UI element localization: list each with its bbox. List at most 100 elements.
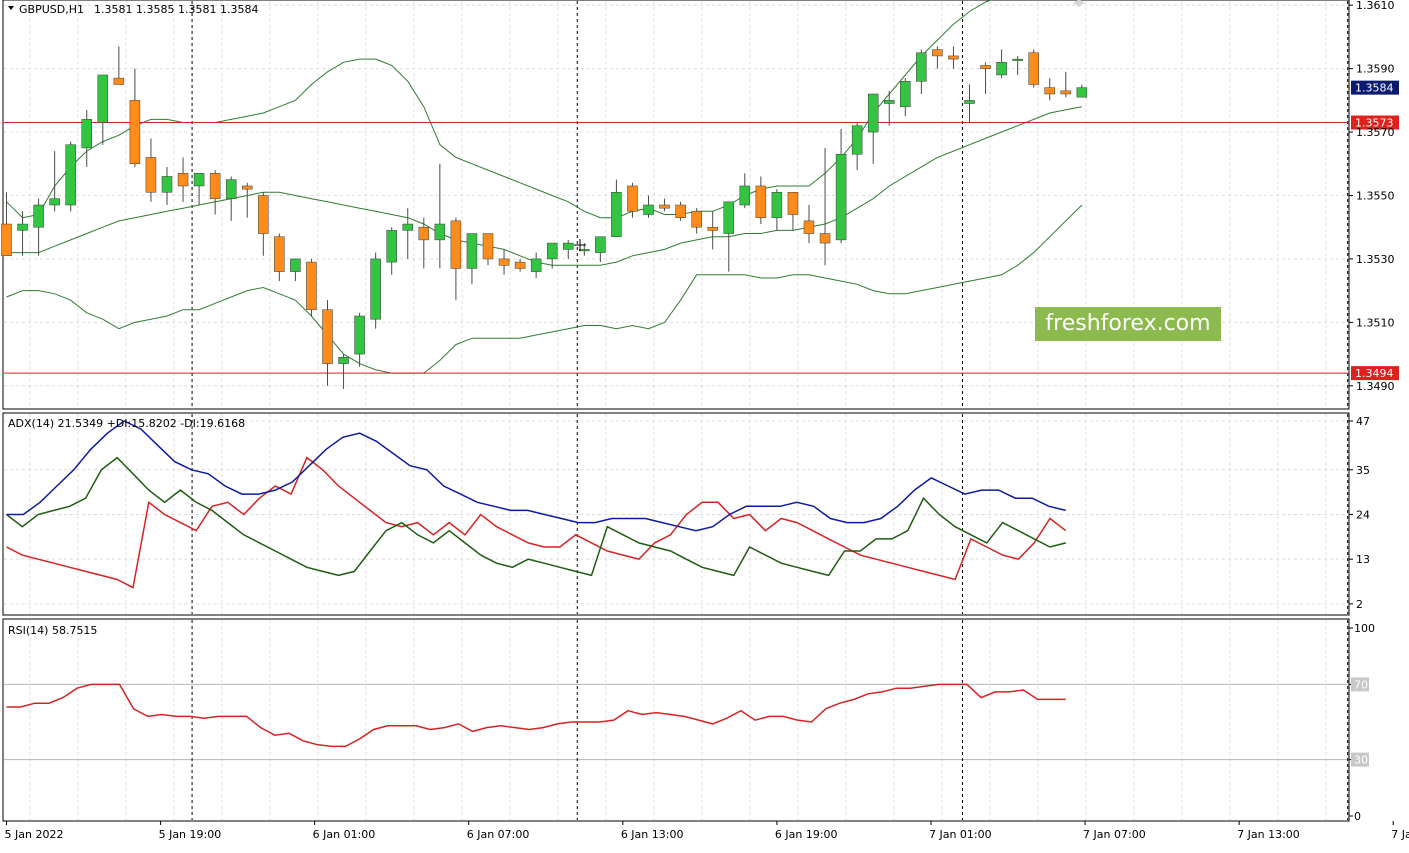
candle-bear xyxy=(210,173,220,198)
rsi-tick-label: 0 xyxy=(1354,810,1361,823)
adx-label: ADX(14) 21.5349 +DI:15.8202 -DI:19.6168 xyxy=(8,417,245,430)
candle-bull xyxy=(579,249,589,251)
candle-bull xyxy=(852,126,862,155)
candle-bull xyxy=(82,119,92,148)
symbol-label: GBPUSD,H1 xyxy=(19,3,84,16)
rsi-tick-label: 30 xyxy=(1354,754,1368,767)
candle-bear xyxy=(274,237,284,272)
candle-bear xyxy=(708,227,718,230)
adx-tick-label: 2 xyxy=(1356,598,1363,611)
candle-bull xyxy=(194,173,204,186)
candle-bull xyxy=(644,205,654,215)
candle-bear xyxy=(419,227,429,240)
price-tick-label: 1.3570 xyxy=(1356,126,1395,139)
price-level-label: 1.3494 xyxy=(1355,367,1394,380)
candle-bear xyxy=(114,78,124,84)
candle-bull xyxy=(435,224,445,240)
candle-bull xyxy=(66,145,76,205)
candle-bull xyxy=(611,192,621,236)
candle-bull xyxy=(563,243,573,249)
candle-bull xyxy=(836,154,846,240)
price-tick-label: 1.3510 xyxy=(1356,316,1395,329)
candle-bear xyxy=(499,259,509,265)
candle-bull xyxy=(18,224,28,230)
candle-bull xyxy=(740,186,750,205)
candle-bear xyxy=(306,262,316,310)
candle-bull xyxy=(884,100,894,103)
candle-bear xyxy=(932,50,942,56)
rsi-tick-label: 100 xyxy=(1354,622,1375,635)
rsi-panel[interactable] xyxy=(3,619,1349,821)
time-tick-label: 5 Jan 19:00 xyxy=(159,828,222,841)
ohlc-header: 1.3581 1.3585 1.3581 1.3584 xyxy=(94,3,258,16)
candle-bear xyxy=(788,192,798,214)
candle-bear xyxy=(948,56,958,59)
candle-bull xyxy=(531,259,541,272)
rsi-label: RSI(14) 58.7515 xyxy=(8,624,97,637)
time-tick-label: 6 Jan 13:00 xyxy=(621,828,684,841)
candle-bear xyxy=(660,205,670,208)
candle-bull xyxy=(724,202,734,234)
candle-bull xyxy=(355,316,365,354)
candle-bull xyxy=(467,234,477,269)
adx-tick-label: 47 xyxy=(1356,415,1370,428)
price-panel[interactable] xyxy=(3,0,1349,409)
time-tick-label: 7 Jan 07:00 xyxy=(1083,828,1146,841)
adx-tick-label: 35 xyxy=(1356,464,1370,477)
candle-bull xyxy=(162,176,172,192)
time-tick-label: 6 Jan 07:00 xyxy=(467,828,530,841)
candle-bull xyxy=(98,75,108,123)
candle-bull xyxy=(965,100,975,103)
price-tick-label: 1.3530 xyxy=(1356,253,1395,266)
candle-bear xyxy=(242,186,252,189)
candle-bull xyxy=(339,357,349,363)
time-tick-label: 5 Jan 2022 xyxy=(5,828,64,841)
adx-tick-label: 24 xyxy=(1356,508,1370,521)
candle-bull xyxy=(772,192,782,217)
price-tick-label: 1.3610 xyxy=(1356,0,1395,12)
time-tick-label: 7 Jan 19:00 xyxy=(1391,828,1409,841)
candle-bear xyxy=(178,173,188,186)
candle-bear xyxy=(981,65,991,68)
candle-bull xyxy=(900,81,910,106)
candle-bull xyxy=(403,224,413,230)
candle-bull xyxy=(371,259,381,319)
candle-bear xyxy=(756,186,766,218)
candle-bear xyxy=(451,221,461,269)
time-tick-label: 7 Jan 01:00 xyxy=(929,828,992,841)
candle-bear xyxy=(2,224,12,256)
current-price-label: 1.3584 xyxy=(1355,82,1394,95)
candle-bull xyxy=(226,180,236,199)
candle-bear xyxy=(483,234,493,259)
price-tick-label: 1.3550 xyxy=(1356,189,1395,202)
price-tick-label: 1.3590 xyxy=(1356,63,1395,76)
candle-bear xyxy=(515,262,525,268)
candle-bear xyxy=(676,205,686,218)
time-tick-label: 7 Jan 13:00 xyxy=(1237,828,1300,841)
adx-tick-label: 13 xyxy=(1356,553,1370,566)
rsi-tick-label: 70 xyxy=(1354,678,1368,691)
time-tick-label: 6 Jan 19:00 xyxy=(775,828,838,841)
candle-bear xyxy=(323,310,333,364)
candle-bear xyxy=(804,221,814,234)
candle-bear xyxy=(1045,88,1055,94)
candle-bear xyxy=(130,100,140,163)
candle-bull xyxy=(34,205,44,227)
candle-bear xyxy=(627,186,637,211)
candle-bull xyxy=(1077,88,1087,98)
candle-bear xyxy=(692,211,702,227)
watermark-logo: freshforex.com xyxy=(1035,307,1221,341)
candle-bull xyxy=(916,53,926,82)
candle-bear xyxy=(1061,91,1071,94)
candle-bull xyxy=(50,199,60,205)
candle-bear xyxy=(820,234,830,244)
candle-bear xyxy=(258,195,268,233)
candle-bull xyxy=(595,237,605,253)
candle-bull xyxy=(547,243,557,259)
candle-bull xyxy=(997,62,1007,75)
candle-bull xyxy=(290,259,300,272)
candle-bull xyxy=(868,94,878,132)
